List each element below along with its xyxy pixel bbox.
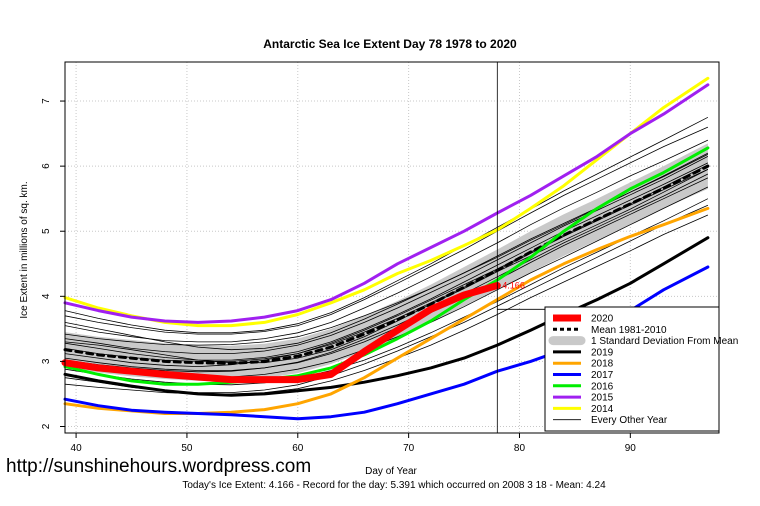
highlighted-series [61,76,710,421]
x-tick-label: 70 [403,443,415,454]
series-line-2019 [63,236,710,397]
legend-label-2017: 2017 [591,370,614,381]
legend-label-2020: 2020 [591,314,614,325]
x-tick-label: 60 [292,443,304,454]
other-year-line [64,169,709,364]
legend-label-2018: 2018 [591,359,614,370]
other-year-line [64,126,709,335]
other-year-line [64,173,709,373]
footer-note: Today's Ice Extent: 4.166 - Record for t… [182,480,606,491]
other-year-line [64,214,709,395]
series-line-mean-1981-2010 [63,164,710,365]
other-year-line [64,198,709,386]
legend-box [544,306,720,432]
plot-frame [64,61,720,434]
legend-label-every-other-year: Every Other Year [591,415,668,426]
series-line-2014 [63,76,710,328]
y-axis-label: Ice Extent in millions of sq. km. [19,181,30,318]
legend-label-mean-1981-2010: Mean 1981-2010 [591,325,667,336]
y-tick-label: 4 [41,293,52,299]
watermark-url: http://sunshinehours.wordpress.com [6,456,312,477]
axes: 40 50 60 70 80 90 2 3 4 5 6 7 [41,98,636,454]
x-tick-label: 40 [71,443,83,454]
current-value-label: 4.166 [502,281,525,291]
y-tick-label: 5 [41,228,52,234]
y-tick-label: 2 [41,423,52,429]
series-line-2020 [61,282,501,384]
x-tick-label: 50 [181,443,193,454]
y-tick-label: 3 [41,358,52,364]
legend-label-2016: 2016 [591,381,614,392]
x-tick-label: 90 [625,443,637,454]
other-year-line [64,116,709,334]
x-tick-label: 80 [514,443,526,454]
legend-label-2014: 2014 [591,404,614,415]
legend-label-2019: 2019 [591,347,614,358]
other-year-line [64,177,709,371]
x-axis-label: Day of Year [365,466,417,477]
other-year-line [64,139,709,343]
series-line-2016 [63,146,710,386]
legend-label-2015: 2015 [591,393,614,404]
other-year-line [64,169,709,362]
legend-label-1-standard-deviation-from-mean: 1 Standard Deviation From Mean [591,336,738,347]
series-line-2015 [63,83,710,324]
y-tick-label: 7 [41,98,52,104]
other-year-line [64,164,709,368]
chart-title: Antarctic Sea Ice Extent Day 78 1978 to … [263,37,517,51]
y-tick-label: 6 [41,163,52,169]
other-year-line [64,162,709,361]
